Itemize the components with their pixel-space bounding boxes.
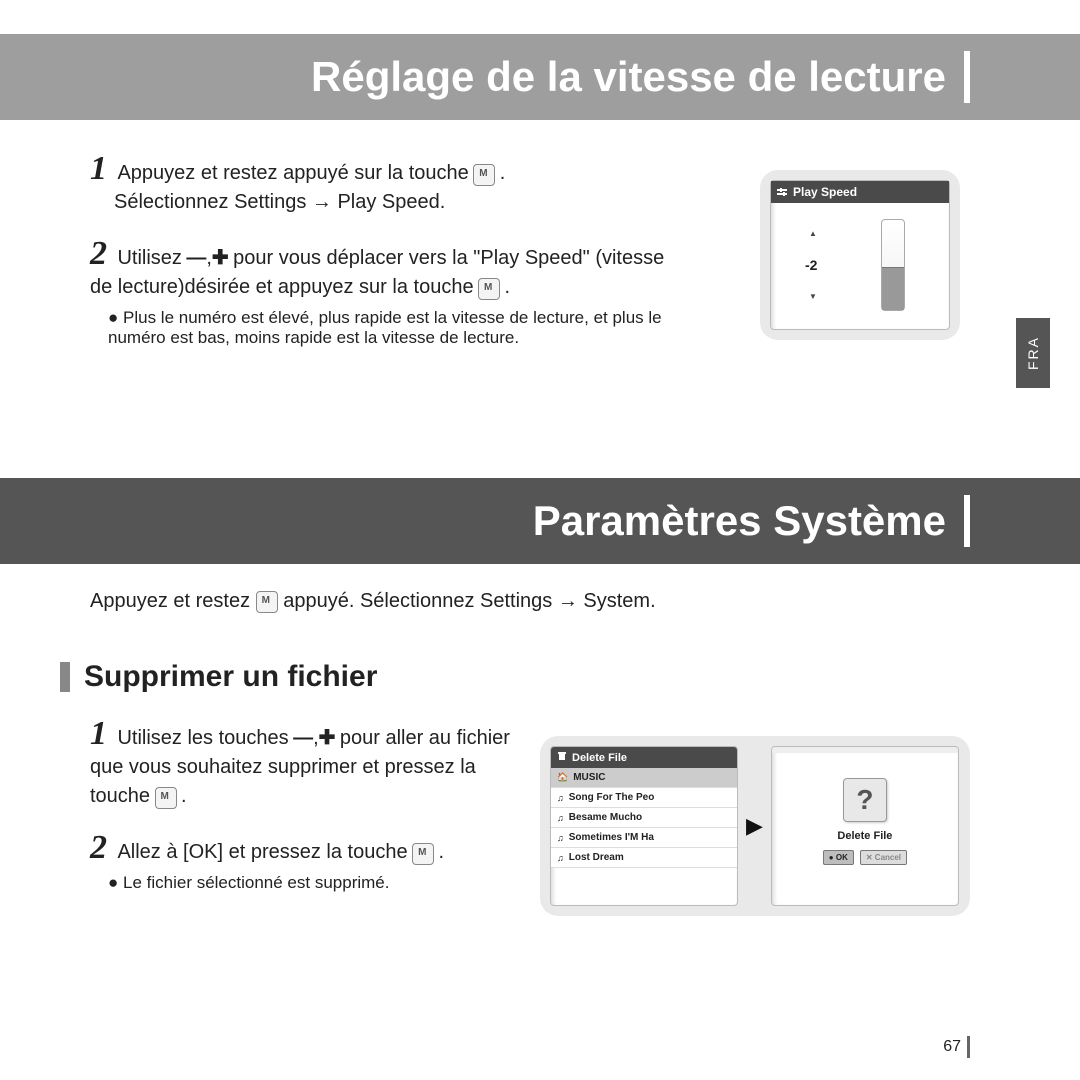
music-note-icon: ♫ <box>557 793 564 803</box>
page-num-bar <box>967 1036 970 1058</box>
system-intro: Appuyez et restez appuyé. Sélectionnez S… <box>90 590 970 613</box>
step1-text-a: Appuyez et restez appuyé sur la touche <box>117 162 468 184</box>
lcd-play-speed: Play Speed ▲ -2 ▼ <box>770 180 950 330</box>
banner-play-speed: Réglage de la vitesse de lecture <box>0 34 1080 120</box>
banner2-title: Paramètres Système <box>533 497 946 545</box>
section-delete-file: 1 Utilisez les touches —,✚ pour aller au… <box>90 715 520 911</box>
s2-bullet: Le fichier sélectionné est supprimé. <box>90 873 520 893</box>
step1-text-b: Sélectionnez Settings → Play Speed. <box>114 191 445 213</box>
list-item: ♫Besame Mucho <box>551 808 737 828</box>
plus-icon: ✚ <box>212 247 229 269</box>
subheading: Supprimer un fichier <box>84 660 377 694</box>
list-header-title: Delete File <box>572 752 627 764</box>
music-note-icon: ♫ <box>557 813 564 823</box>
confirm-buttons: ● OK ✕ Cancel <box>823 850 907 865</box>
music-note-icon: ♫ <box>557 853 564 863</box>
m-button-icon <box>155 787 177 809</box>
confirm-body: ? Delete File ● OK ✕ Cancel <box>772 753 958 889</box>
confirm-label: Delete File <box>837 830 892 842</box>
settings-icon <box>777 187 787 197</box>
lcd-title: Play Speed <box>793 185 857 199</box>
lcd-header: Delete File <box>551 747 737 768</box>
step-2: 2 Utilisez —,✚ pour vous déplacer vers l… <box>90 235 670 348</box>
lcd-header: Play Speed <box>771 181 949 203</box>
banner-divider <box>964 51 970 103</box>
arrow-down-icon: ▼ <box>809 292 817 301</box>
slider-area: ▲ -2 ▼ <box>771 203 949 327</box>
step2-bullet: Plus le numéro est élevé, plus rapide es… <box>90 308 670 348</box>
m-button-icon <box>256 591 278 613</box>
m-button-icon <box>478 278 500 300</box>
device-play-speed: Play Speed ▲ -2 ▼ <box>760 170 960 340</box>
device-delete-file: Delete File 🏠MUSIC ♫Song For The Peo ♫Be… <box>540 736 970 916</box>
slider-value: -2 <box>805 257 817 273</box>
step-2: 2 Allez à [OK] et pressez la touche . Le… <box>90 829 520 893</box>
list-item: ♫Song For The Peo <box>551 788 737 808</box>
subheading-row: Supprimer un fichier <box>60 660 970 694</box>
s2-step2-a: Allez à [OK] et pressez la touche <box>117 841 407 863</box>
slider-fill <box>882 267 904 310</box>
trash-icon <box>557 751 567 764</box>
ok-button[interactable]: ● OK <box>823 850 854 865</box>
page-number: 67 <box>943 1036 970 1058</box>
arrow-right-icon: ▶ <box>746 813 763 839</box>
plus-icon: ✚ <box>319 727 336 749</box>
banner-divider <box>964 495 970 547</box>
banner1-title: Réglage de la vitesse de lecture <box>311 53 946 101</box>
arrow-up-icon: ▲ <box>809 229 817 238</box>
m-button-icon <box>412 843 434 865</box>
s2-step1-a: Utilisez les touches <box>117 727 288 749</box>
minus-icon: — <box>293 727 313 749</box>
music-note-icon: ♫ <box>557 833 564 843</box>
lcd-file-list: Delete File 🏠MUSIC ♫Song For The Peo ♫Be… <box>550 746 738 906</box>
step-1: 1 Utilisez les touches —,✚ pour aller au… <box>90 715 520 811</box>
question-icon: ? <box>843 778 887 822</box>
lcd-confirm: ? Delete File ● OK ✕ Cancel <box>771 746 959 906</box>
banner-system-settings: Paramètres Système <box>0 478 1080 564</box>
file-list: 🏠MUSIC ♫Song For The Peo ♫Besame Mucho ♫… <box>551 768 737 868</box>
intro-b: appuyé. Sélectionnez Settings → System. <box>283 590 655 612</box>
step-number: 1 <box>90 715 107 752</box>
intro-a: Appuyez et restez <box>90 590 250 612</box>
language-tab: FRA <box>1016 318 1050 388</box>
cancel-button[interactable]: ✕ Cancel <box>860 850 907 865</box>
list-item: ♫Lost Dream <box>551 848 737 868</box>
m-button-icon <box>473 164 495 186</box>
step-number: 1 <box>90 150 107 187</box>
slider-track <box>881 219 905 311</box>
list-item: ♫Sometimes I'M Ha <box>551 828 737 848</box>
minus-icon: — <box>186 247 206 269</box>
step-number: 2 <box>90 829 107 866</box>
list-item: 🏠MUSIC <box>551 768 737 788</box>
step-number: 2 <box>90 235 107 272</box>
subhead-bar-icon <box>60 662 70 692</box>
folder-icon: 🏠 <box>557 772 568 783</box>
step2-text-a: Utilisez <box>117 247 181 269</box>
